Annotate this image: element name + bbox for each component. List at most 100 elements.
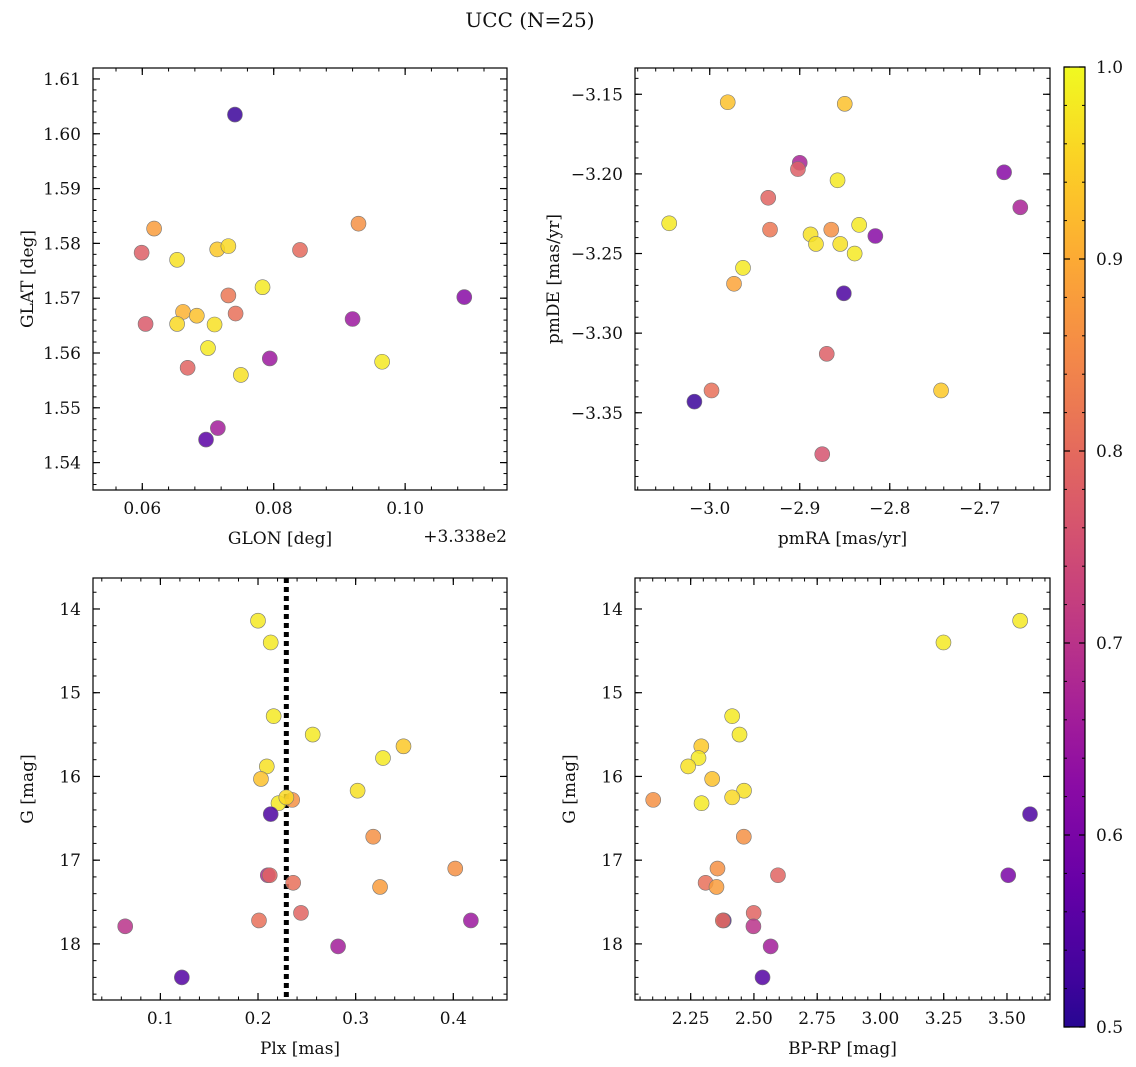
scatter-point (200, 340, 216, 356)
scatter-point (344, 311, 361, 327)
scatter-point (745, 905, 762, 921)
x-tick-label: 0.3 (342, 1009, 369, 1029)
x-axis-label: pmRA [mas/yr] (778, 529, 907, 549)
y-tick-label: 1.60 (43, 125, 81, 145)
scatter-point (278, 789, 295, 806)
y-tick-label: 14 (59, 600, 81, 620)
scatter-point (285, 874, 301, 891)
scatter-point (686, 393, 703, 410)
scatter-point (836, 285, 852, 302)
scatter-point (304, 726, 321, 743)
scatter-point (735, 260, 751, 276)
scatter-point (262, 806, 279, 822)
scatter-point (736, 828, 752, 845)
x-tick-label: 0.4 (440, 1009, 467, 1029)
colorbar-frame (1063, 66, 1086, 1028)
y-tick-label: 18 (59, 935, 81, 955)
x-tick-label: 0.1 (147, 1009, 174, 1029)
x-tick-label: −2.7 (959, 499, 1000, 519)
x-tick-label: 2.25 (672, 1009, 710, 1029)
scatter-point (456, 289, 473, 305)
x-tick-label: 0.10 (386, 499, 424, 519)
scatter-point (198, 431, 214, 448)
colorbar-tick-label: 0.5 (1096, 1018, 1123, 1038)
colorbar-tick-label: 0.7 (1096, 634, 1123, 654)
y-tick-label: 14 (601, 600, 623, 620)
scatter-point (254, 279, 271, 296)
y-axis-label: pmDE [mas/yr] (544, 214, 564, 344)
axes-frame (634, 577, 1051, 1001)
scatter-point (261, 350, 278, 367)
scatter-point (762, 221, 778, 238)
y-tick-label: −3.25 (571, 245, 623, 265)
scatter-point (349, 782, 366, 799)
scatter-point (719, 94, 736, 111)
scatter-point (262, 634, 279, 651)
scatter-point (661, 215, 678, 232)
panels: 0.06 0.08 0.10 1.54 1.55 1.56 1.57 1.58 1.59 1.60… (18, 67, 1051, 1059)
y-axis-label: GLAT [deg] (18, 230, 38, 328)
scatter-point (220, 287, 237, 304)
axes-frame (634, 67, 1051, 491)
scatter-point (1012, 612, 1028, 629)
scatter-point (250, 612, 266, 629)
scatter-point (169, 316, 185, 332)
colorbar-tick-label: 0.6 (1096, 826, 1123, 846)
scatter-point (463, 912, 479, 929)
scatter-point (846, 245, 863, 262)
y-tick-label: 1.59 (43, 180, 81, 200)
y-tick-label: −3.20 (571, 165, 623, 185)
colorbar-gradient (1064, 67, 1085, 1027)
scatter-point (715, 912, 731, 929)
scatter-point (1022, 806, 1038, 822)
y-tick-label: 1.58 (43, 234, 81, 254)
x-tick-label: 3.50 (988, 1009, 1026, 1029)
colorbar-tick-label: 0.9 (1096, 250, 1123, 270)
y-tick-label: 16 (59, 767, 81, 787)
scatter-point (292, 242, 308, 258)
scatter-point (704, 771, 720, 787)
y-tick-label: 1.54 (43, 454, 81, 474)
scatter-point (233, 367, 249, 383)
scatter-point (146, 220, 162, 237)
scatter-point (227, 106, 243, 123)
scatter-point (832, 236, 849, 252)
scatter-point (836, 96, 853, 112)
axes-frame (92, 577, 508, 1001)
scatter-point (645, 792, 662, 808)
scatter-point (745, 918, 762, 935)
y-axis-label: G [mag] (18, 754, 38, 823)
x-axis-label: Plx [mas] (260, 1039, 340, 1059)
scatter-point (708, 879, 725, 895)
scatter-point (365, 828, 382, 845)
scatter-point (760, 189, 777, 206)
scatter-point (174, 969, 190, 986)
x-tick-label: −2.9 (779, 499, 820, 519)
x-tick-label: 2.50 (735, 1009, 773, 1029)
x-tick-label: 0.2 (244, 1009, 271, 1029)
colorbar-tick-label: 1.0 (1096, 58, 1123, 78)
colorbar-tick-label: 0.8 (1096, 442, 1123, 462)
scatter-point (447, 860, 464, 877)
scatter-point (762, 938, 779, 955)
scatter-point (372, 879, 388, 895)
scatter-point (731, 726, 748, 743)
scatter-point (823, 221, 840, 238)
scatter-point (851, 217, 867, 233)
scatter-point (680, 758, 696, 775)
scatter-point (736, 782, 752, 799)
x-tick-label: 0.06 (123, 499, 161, 519)
scatter-point (867, 228, 884, 244)
figure-title: UCC (N=25) (465, 8, 594, 32)
scatter-point (265, 708, 282, 724)
scatter-point (374, 353, 390, 370)
scatter-point (206, 316, 223, 333)
y-tick-label: 17 (59, 851, 81, 871)
scatter-point (1012, 199, 1029, 216)
x-tick-label: 2.75 (798, 1009, 836, 1029)
scatter-point (996, 164, 1012, 181)
scatter-point (818, 346, 835, 362)
y-tick-label: −3.35 (571, 404, 623, 424)
